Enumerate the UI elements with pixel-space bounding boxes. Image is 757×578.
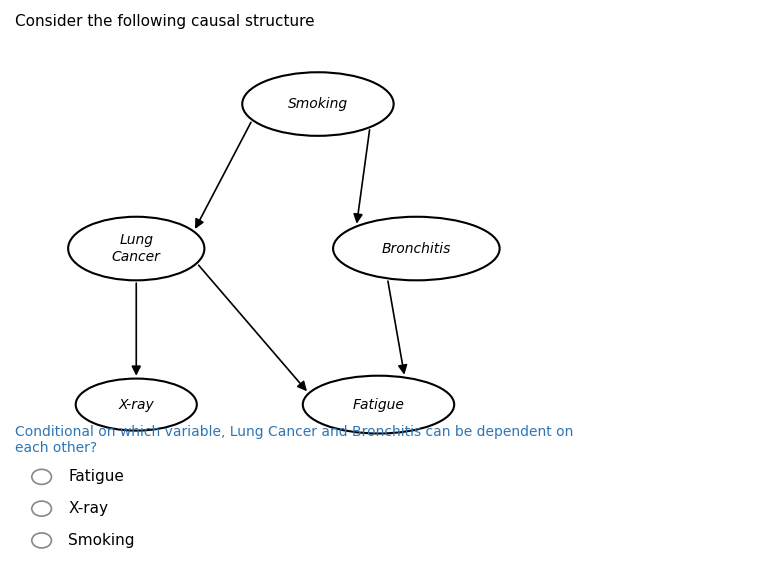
Text: Conditional on which variable, Lung Cancer and Bronchitis can be dependent on
ea: Conditional on which variable, Lung Canc… [15,425,574,455]
Text: Fatigue: Fatigue [68,469,124,484]
Ellipse shape [303,376,454,434]
Ellipse shape [242,72,394,136]
Circle shape [32,501,51,516]
Text: Lung
Cancer: Lung Cancer [112,234,160,264]
Circle shape [32,469,51,484]
Circle shape [32,533,51,548]
Text: Bronchitis: Bronchitis [382,242,451,255]
Ellipse shape [76,379,197,431]
Text: X-ray: X-ray [118,398,154,412]
Text: Fatigue: Fatigue [353,398,404,412]
Text: Smoking: Smoking [288,97,348,111]
Text: Smoking: Smoking [68,533,135,548]
Text: Consider the following causal structure: Consider the following causal structure [15,14,315,29]
Text: X-ray: X-ray [68,501,108,516]
Ellipse shape [333,217,500,280]
Ellipse shape [68,217,204,280]
